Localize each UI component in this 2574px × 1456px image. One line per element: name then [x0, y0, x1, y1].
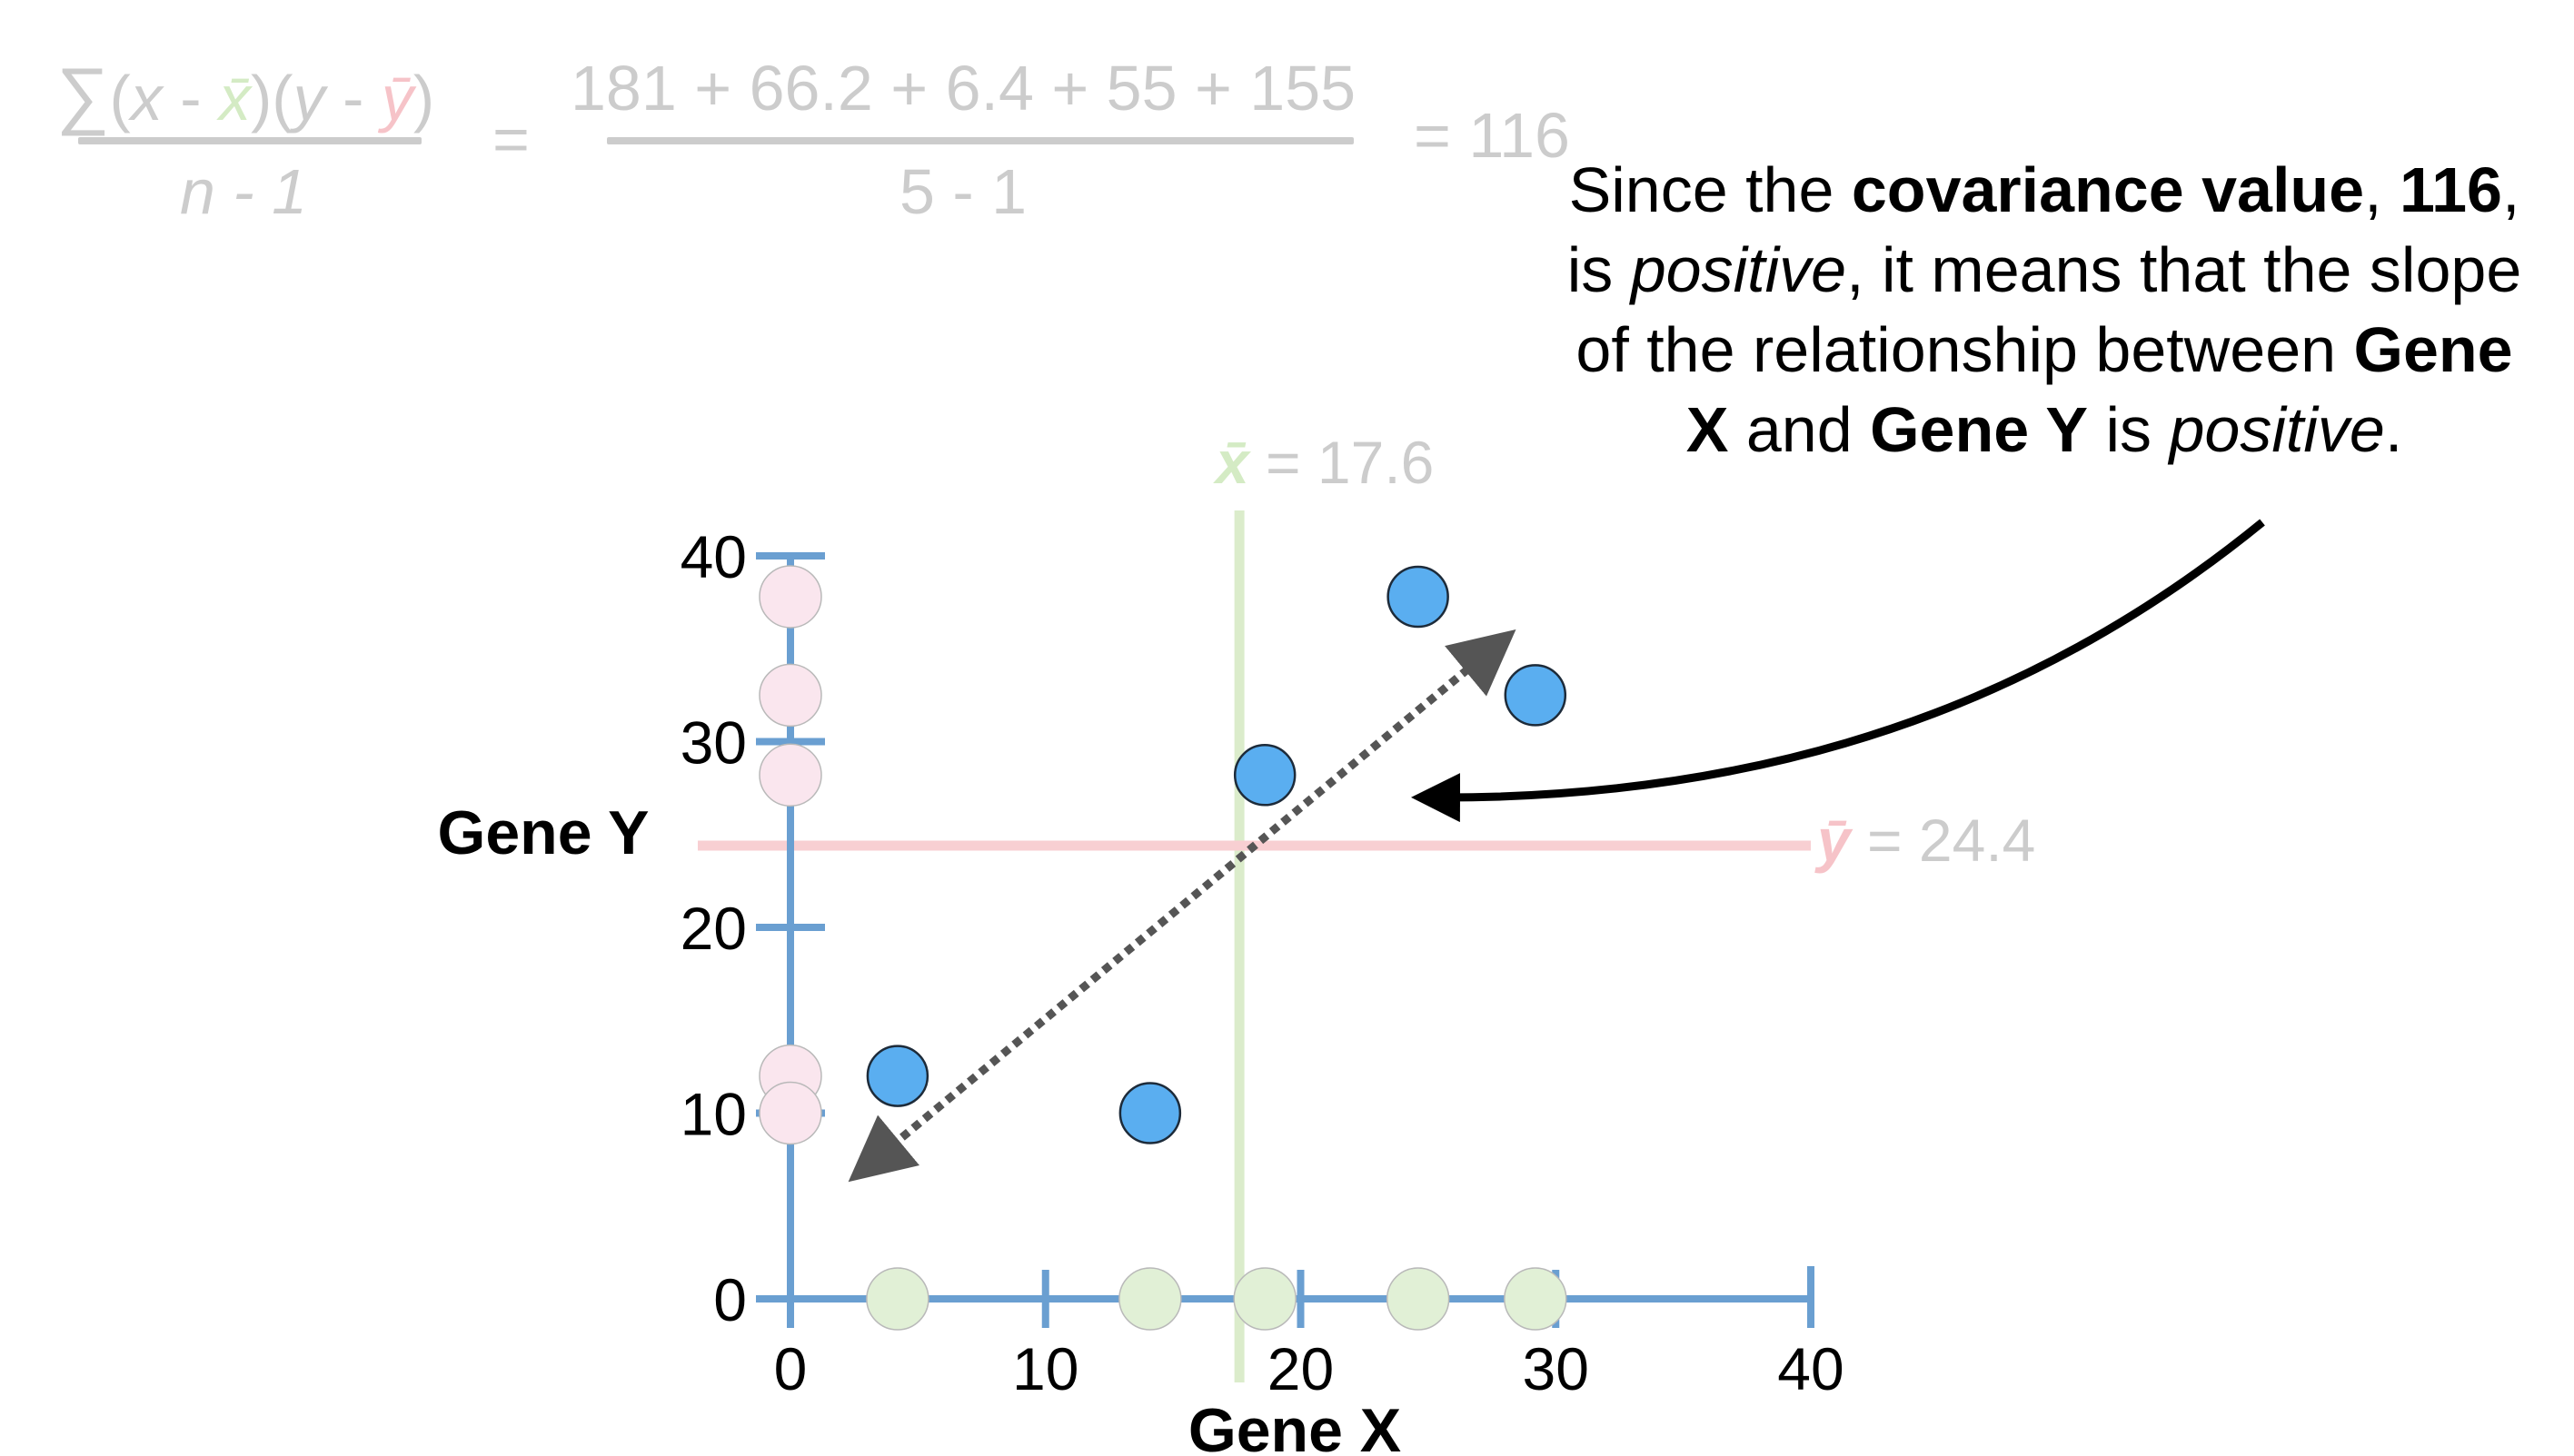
x-mean-label: x̄ = 17.6 — [1213, 429, 1434, 496]
formula-numerator-values: 181 + 66.2 + 6.4 + 55 + 155 — [571, 53, 1357, 124]
y-projection-point — [759, 663, 822, 728]
formula-result: = 116 — [1414, 100, 1570, 171]
data-point — [1118, 1082, 1182, 1144]
x-projection-point — [866, 1267, 929, 1331]
x-projection-point — [1386, 1267, 1450, 1331]
callout-arrow — [1411, 519, 2265, 823]
y-projection-point — [759, 1081, 822, 1145]
y-tick-label: 40 — [681, 523, 747, 590]
y-bar-symbol: ȳ — [381, 63, 413, 134]
x-projection-point — [1504, 1267, 1567, 1331]
x-tick-label: 40 — [1777, 1335, 1844, 1402]
y-tick-label: 20 — [681, 895, 747, 962]
trend-arrow — [848, 629, 1516, 1183]
y-mean-label: ȳ = 24.4 — [1814, 807, 2035, 874]
formula-fraction-bar-2 — [607, 137, 1354, 144]
x-axis-title: Gene X — [1188, 1396, 1401, 1456]
y-projection-point — [759, 743, 822, 807]
formula-denominator-values: 5 - 1 — [899, 156, 1028, 227]
data-point — [866, 1045, 929, 1107]
x-bar-symbol: x̄ — [219, 63, 251, 134]
formula-fraction-bar-1 — [78, 137, 422, 144]
data-point — [1233, 744, 1297, 807]
formula-denominator: n - 1 — [180, 156, 308, 227]
formula-equals: = — [492, 104, 530, 174]
y-tick-label: 30 — [681, 709, 747, 777]
formula-numerator: ∑(x - x̄)(y - ȳ) — [56, 54, 435, 136]
y-axis-title: Gene Y — [437, 798, 649, 867]
x-tick-label: 30 — [1523, 1335, 1589, 1402]
data-point — [1504, 664, 1567, 727]
explanation-text: Since the covariance value, 116, is posi… — [1566, 154, 2522, 465]
x-tick-label: 0 — [774, 1335, 808, 1402]
y-tick-label: 10 — [681, 1081, 747, 1148]
x-projection-point — [1118, 1267, 1182, 1331]
sum-symbol: ∑ — [56, 54, 110, 136]
y-tick-label: 0 — [713, 1266, 747, 1333]
data-point — [1386, 565, 1449, 629]
y-projection-point — [759, 565, 822, 629]
x-tick-label: 20 — [1267, 1335, 1334, 1402]
x-projection-point — [1233, 1267, 1297, 1331]
x-tick-label: 10 — [1012, 1335, 1078, 1402]
